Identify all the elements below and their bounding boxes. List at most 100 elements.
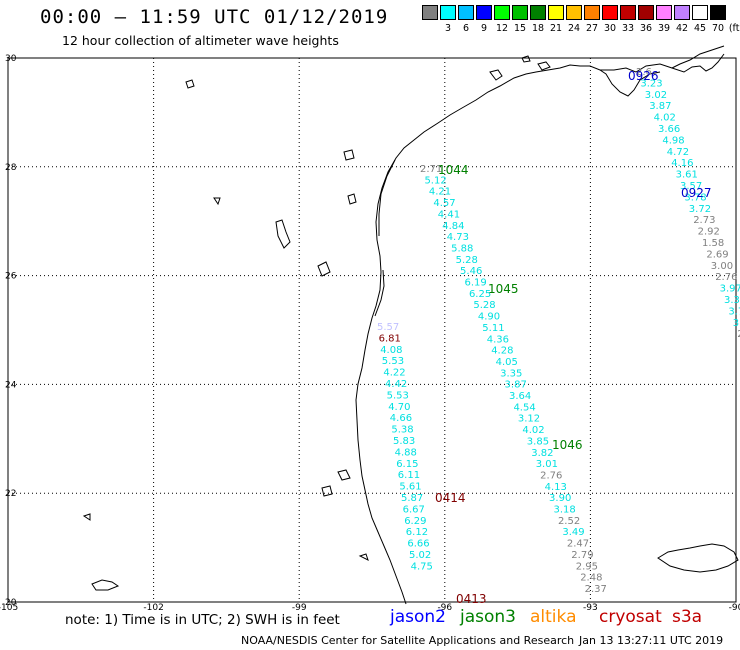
island-2	[91, 579, 120, 591]
wave-height-value: 6.11	[398, 470, 420, 481]
wave-height-value: 2.92	[698, 227, 720, 238]
wave-height-value: 3.49	[562, 527, 584, 538]
axis-labels: -105 -102 -99 -96 -93 -90 30 28 26 24 22 20	[0, 54, 740, 613]
x-tick-label: -93	[583, 603, 598, 613]
inland-lake-5	[343, 149, 355, 161]
legend-jason3: jason3	[460, 607, 516, 627]
wave-height-value: 5.46	[460, 266, 482, 277]
wave-height-value: 5.88	[451, 243, 473, 254]
legend-label: 27	[585, 23, 599, 34]
wave-height-value: 6.12	[406, 527, 428, 538]
x-tick-label: -102	[143, 603, 163, 613]
wave-height-value: 5.28	[473, 300, 495, 311]
wave-height-value: 4.84	[442, 221, 464, 232]
legend-label: 70	[711, 23, 725, 34]
wave-height-value: 5.11	[482, 323, 504, 334]
island-3	[213, 197, 221, 206]
wave-height-value: 3.90	[549, 493, 571, 504]
map-title: 00:00 – 11:59 UTC 01/12/2019	[40, 6, 389, 28]
legend-swatch	[494, 5, 510, 20]
pass-labels: 0926 1044 0927 1045 1046 0414 0413	[435, 69, 712, 606]
wave-height-value: 4.88	[395, 447, 417, 458]
legend-label: 18	[531, 23, 545, 34]
barrier-islands	[378, 159, 396, 236]
wave-height-value: 6.66	[407, 539, 429, 550]
wave-height-value: 2.83	[737, 329, 740, 340]
wave-height-value: 4.72	[667, 147, 689, 158]
inland-lake-7	[321, 485, 333, 497]
wave-height-value: 2.79	[571, 550, 593, 561]
inland-lake-3	[347, 193, 357, 205]
wave-height-value: 5.38	[391, 425, 413, 436]
wave-height-value: 2.76	[540, 470, 562, 481]
wave-height-value: 5.61	[399, 482, 421, 493]
legend-swatch	[674, 5, 690, 20]
wave-height-value: 2.71	[420, 164, 442, 175]
lake-2	[537, 61, 551, 71]
pass-time-label: 0927	[681, 186, 712, 200]
pass-time-label: 1044	[438, 163, 469, 177]
wave-height-value: 2.52	[558, 516, 580, 527]
y-tick-label: 24	[5, 380, 17, 390]
legend-swatch	[512, 5, 528, 20]
wave-height-value: 5.83	[393, 436, 415, 447]
legend-label: 12	[495, 23, 509, 34]
legend-swatch	[422, 5, 438, 20]
legend-label: (ft)	[728, 23, 740, 34]
wave-height-value: 4.42	[385, 379, 407, 390]
wave-height-value: 3.23	[640, 78, 662, 89]
wave-height-value: 2.37	[585, 584, 607, 595]
wave-height-value: 3.35	[500, 368, 522, 379]
wave-height-value: 3.61	[676, 170, 698, 181]
legend-cryosat: cryosat	[599, 607, 662, 627]
wave-height-value: 3.76	[728, 306, 740, 317]
coastline	[82, 45, 739, 605]
wave-height-value: 4.02	[654, 113, 676, 124]
wave-height-value: 3.66	[658, 124, 680, 135]
legend-label: 3	[444, 23, 452, 34]
wave-height-value: 2.95	[576, 561, 598, 572]
legend-swatch	[692, 5, 708, 20]
legend-swatch	[656, 5, 672, 20]
wave-height-value: 3.00	[711, 261, 733, 272]
legend-jason2: jason2	[390, 607, 446, 627]
wave-height-value: 3.78	[684, 192, 706, 203]
wave-height-value: 4.90	[478, 312, 500, 323]
wave-height-value: 2.47	[567, 539, 589, 550]
wave-height-value: 5.53	[382, 356, 404, 367]
y-tick-label: 22	[5, 489, 16, 499]
wave-height-value: 4.13	[545, 482, 567, 493]
wave-height-value: 3.97	[720, 284, 740, 295]
legend-label: 24	[567, 23, 581, 34]
wave-height-value: 6.19	[465, 278, 487, 289]
inland-lake-1	[185, 79, 195, 89]
wave-height-value: 2.69	[706, 249, 728, 260]
pass-time-label: 0926	[628, 69, 659, 83]
wave-height-value: 4.70	[388, 402, 410, 413]
inland-lake-2	[275, 219, 291, 249]
lat-lon-grid	[7, 57, 737, 603]
wave-height-value: 3.18	[554, 505, 576, 516]
wave-height-value: 3.82	[531, 448, 553, 459]
wave-height-value: 4.05	[496, 357, 518, 368]
legend-altika: altika	[530, 607, 577, 627]
wave-height-value: 4.21	[429, 187, 451, 198]
wave-height-value: 5.02	[409, 550, 431, 561]
legend-swatch	[530, 5, 546, 20]
wave-height-value: 3.57	[680, 181, 702, 192]
island-1	[82, 513, 91, 521]
legend-swatch	[476, 5, 492, 20]
lake-3	[521, 55, 531, 63]
legend-label: 15	[513, 23, 527, 34]
mississippi-delta	[599, 69, 661, 97]
island-4	[358, 553, 369, 561]
legend-label: 30	[603, 23, 617, 34]
x-tick-label: -105	[0, 603, 18, 613]
wave-height-value: 4.57	[433, 198, 455, 209]
wave-height-value: 3.01	[536, 459, 558, 470]
wave-height-value: 3.28	[733, 318, 740, 329]
wave-height-value: 4.22	[383, 368, 405, 379]
wave-height-value: 2.76	[715, 272, 737, 283]
legend-label: 36	[639, 23, 653, 34]
wave-height-value: 3.87	[505, 380, 527, 391]
